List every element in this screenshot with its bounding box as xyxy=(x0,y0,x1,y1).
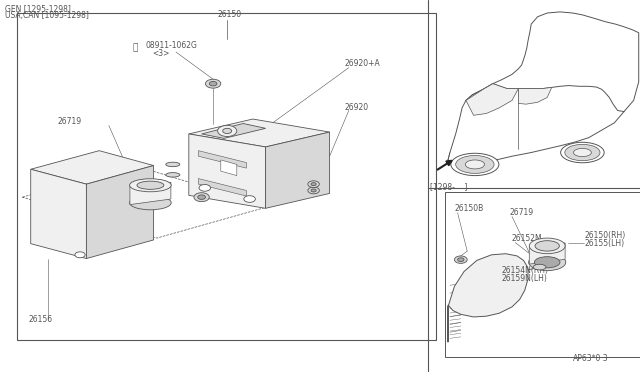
Text: 26920+A: 26920+A xyxy=(344,59,380,68)
Circle shape xyxy=(75,252,85,258)
Circle shape xyxy=(454,256,467,263)
Ellipse shape xyxy=(529,254,566,271)
Ellipse shape xyxy=(166,173,180,177)
Circle shape xyxy=(205,79,221,88)
Ellipse shape xyxy=(533,264,546,270)
Text: Ⓝ: Ⓝ xyxy=(133,43,138,52)
Ellipse shape xyxy=(451,153,499,176)
Polygon shape xyxy=(202,124,266,138)
Ellipse shape xyxy=(529,238,565,254)
Ellipse shape xyxy=(456,155,494,173)
Text: 08911-1062G: 08911-1062G xyxy=(146,41,198,50)
Text: 26154N(RH): 26154N(RH) xyxy=(501,266,548,275)
Polygon shape xyxy=(448,254,528,342)
Ellipse shape xyxy=(137,181,164,189)
Circle shape xyxy=(198,195,205,199)
Ellipse shape xyxy=(129,179,172,192)
Ellipse shape xyxy=(564,144,600,161)
Ellipse shape xyxy=(573,148,591,157)
Polygon shape xyxy=(198,151,246,168)
Polygon shape xyxy=(22,166,269,238)
Circle shape xyxy=(308,181,319,187)
Polygon shape xyxy=(198,179,246,196)
Ellipse shape xyxy=(166,162,180,167)
Circle shape xyxy=(209,81,217,86)
Polygon shape xyxy=(17,13,436,340)
Text: 26719: 26719 xyxy=(58,117,82,126)
Polygon shape xyxy=(130,182,171,205)
Circle shape xyxy=(311,183,316,186)
Polygon shape xyxy=(466,84,518,115)
Text: 26155(LH): 26155(LH) xyxy=(585,239,625,248)
Text: 26719: 26719 xyxy=(509,208,534,217)
Text: GEN [1295-1298]: GEN [1295-1298] xyxy=(5,4,71,13)
Ellipse shape xyxy=(534,257,560,268)
Polygon shape xyxy=(448,12,639,166)
Text: 26920: 26920 xyxy=(344,103,369,112)
Text: 26150: 26150 xyxy=(218,10,242,19)
Text: 26156: 26156 xyxy=(29,315,53,324)
Circle shape xyxy=(218,125,237,137)
Ellipse shape xyxy=(129,196,172,210)
Text: USA,CAN [1095-1298]: USA,CAN [1095-1298] xyxy=(5,12,89,20)
Circle shape xyxy=(244,196,255,202)
Circle shape xyxy=(308,187,319,194)
Polygon shape xyxy=(529,243,565,264)
Circle shape xyxy=(311,189,316,192)
Polygon shape xyxy=(189,119,330,147)
Text: 26150B: 26150B xyxy=(454,204,484,213)
Text: 26159N(LH): 26159N(LH) xyxy=(501,275,547,283)
Text: [1298-    ]: [1298- ] xyxy=(430,182,467,191)
Polygon shape xyxy=(221,160,237,176)
Text: AP63*0·3: AP63*0·3 xyxy=(573,354,609,363)
Circle shape xyxy=(458,258,464,262)
Text: 26150(RH): 26150(RH) xyxy=(585,231,626,240)
Ellipse shape xyxy=(535,241,559,251)
Circle shape xyxy=(194,193,209,202)
Polygon shape xyxy=(266,132,330,208)
Polygon shape xyxy=(31,151,154,184)
Circle shape xyxy=(199,185,211,191)
Text: <3>: <3> xyxy=(152,49,170,58)
Circle shape xyxy=(223,128,232,134)
Ellipse shape xyxy=(561,142,604,163)
Polygon shape xyxy=(445,192,640,357)
Text: 26152M: 26152M xyxy=(512,234,543,243)
Polygon shape xyxy=(518,87,552,104)
Ellipse shape xyxy=(465,160,484,169)
Polygon shape xyxy=(31,169,86,259)
Polygon shape xyxy=(86,166,154,259)
Polygon shape xyxy=(189,134,266,208)
